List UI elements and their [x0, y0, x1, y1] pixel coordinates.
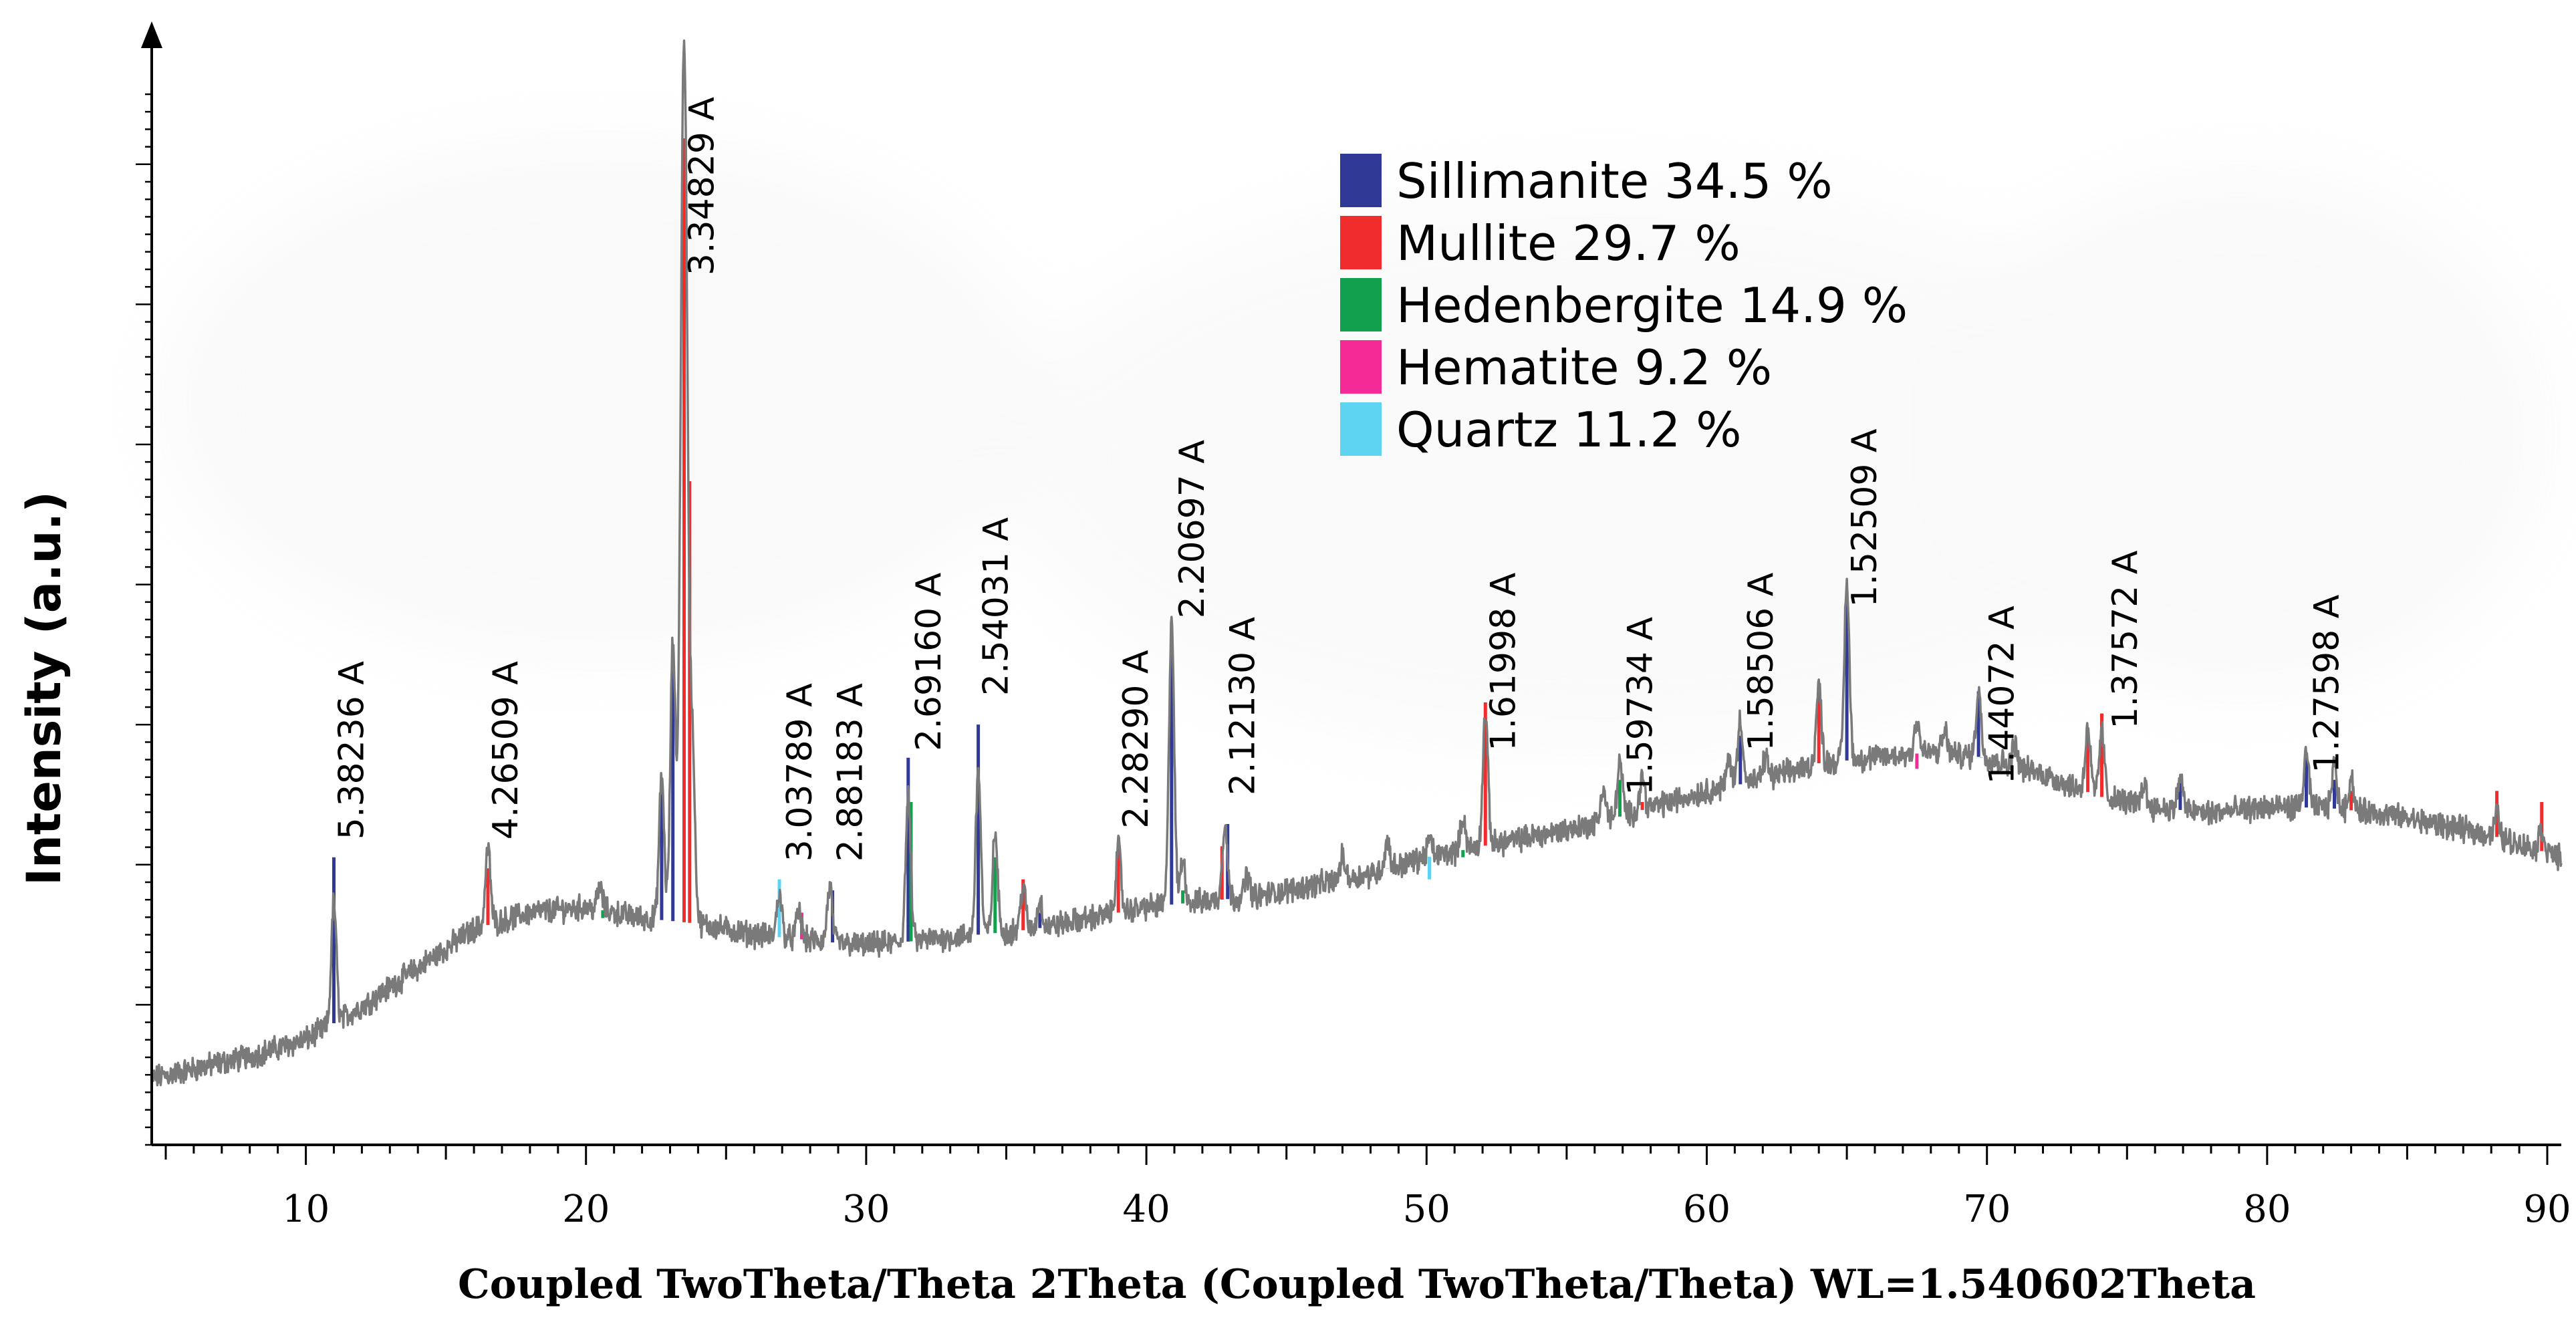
x-tick-label: 30 — [842, 1188, 890, 1231]
peak-annotation: 2.54031 A — [977, 517, 1017, 696]
faint-background — [167, 147, 2540, 749]
legend-swatch-sillimanite — [1340, 154, 1382, 207]
y-axis-arrow — [141, 21, 162, 48]
x-tick-label: 10 — [282, 1188, 330, 1231]
x-tick-label: 20 — [562, 1188, 610, 1231]
x-tick-label: 60 — [1683, 1188, 1730, 1231]
peak-annotation: 2.69160 A — [909, 572, 949, 751]
x-tick-label: 80 — [2243, 1188, 2291, 1231]
peak-annotation: 4.26509 A — [486, 661, 526, 840]
legend-swatch-quartz — [1340, 402, 1382, 456]
peak-annotation: 2.88183 A — [831, 683, 871, 862]
peak-annotation: 2.20697 A — [1172, 440, 1212, 619]
legend: Sillimanite 34.5 % Mullite 29.7 % Hedenber… — [1340, 153, 1908, 458]
legend-swatch-hematite — [1340, 340, 1382, 394]
x-axis-label: Coupled TwoTheta/Theta 2Theta (Coupled T… — [458, 1261, 2256, 1308]
peak-annotation: 5.38236 A — [332, 661, 372, 840]
legend-swatch-mullite — [1340, 216, 1382, 269]
diffraction-pattern-line — [150, 39, 2563, 1087]
legend-label: Hematite 9.2 % — [1396, 340, 1772, 396]
y-axis-label: Intensity (a.u.) — [17, 491, 72, 886]
peak-annotation: 1.58506 A — [1741, 572, 1781, 751]
legend-label: Sillimanite 34.5 % — [1396, 153, 1833, 209]
plot-area: 5.38236 A 4.26509 A 3.34829 A 3.03789 A 2.88… — [150, 39, 2563, 1087]
legend-label: Mullite 29.7 % — [1396, 215, 1741, 271]
axes: Coupled TwoTheta/Theta 2Theta (Coupled T… — [17, 21, 2571, 1308]
x-tick-label: 70 — [1963, 1188, 2011, 1231]
legend-swatch-hedenbergite — [1340, 278, 1382, 331]
peak-annotation: 1.27598 A — [2307, 594, 2347, 773]
peak-annotation: 3.34829 A — [682, 97, 723, 276]
peak-annotation: 2.12130 A — [1223, 616, 1263, 795]
peak-annotation: 3.03789 A — [780, 683, 820, 862]
peak-annotation: 1.44072 A — [1982, 606, 2023, 785]
x-tick-label: 40 — [1122, 1188, 1170, 1231]
peak-annotation: 1.52509 A — [1845, 428, 1885, 608]
legend-label: Hedenbergite 14.9 % — [1396, 277, 1908, 333]
peak-annotation: 1.59734 A — [1621, 616, 1661, 795]
peak-annotation: 2.28290 A — [1116, 650, 1156, 829]
legend-label: Quartz 11.2 % — [1396, 402, 1742, 458]
x-tick-label: 50 — [1403, 1188, 1450, 1231]
x-tick-label: 90 — [2523, 1188, 2571, 1231]
peak-annotation: 1.61998 A — [1483, 572, 1523, 751]
peak-annotation: 1.37572 A — [2105, 550, 2146, 729]
